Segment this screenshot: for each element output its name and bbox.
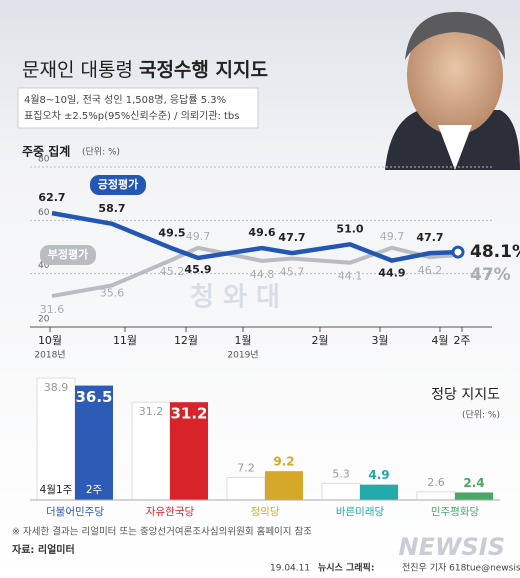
y-tick-label: 80 [38,155,50,165]
value-label: 49.6 [248,226,275,239]
bar-unit: (단위: %) [462,410,500,421]
line [51,245,459,299]
end-marker [451,245,465,259]
value-label: 49.5 [158,226,185,239]
value-label: 47.7 [278,231,305,244]
x-tick-label: 12월 [174,334,198,347]
y-tick-label: 60 [38,208,50,218]
x-tick-label: 2주 [453,334,470,347]
logo-watermark: NEWSIS [399,533,505,561]
credit: 전진우 기자 618tue@newsis.com [402,563,520,574]
line [51,210,459,263]
bar-title: 정당 지지도 [431,387,500,403]
value-label: 45.2 [160,265,185,278]
notes-box [17,87,259,129]
value-label: 58.7 [98,202,125,215]
bar [75,385,113,500]
title-bold: 국정수행 지지도 [139,59,268,81]
value-label: 45.9 [184,263,211,276]
bar [131,401,171,501]
x-tick-label: 3월 [371,334,388,347]
title-plain: 문재인 대통령 [22,59,133,81]
year-label: 2018년 [34,350,65,361]
year-label: 2019년 [227,350,258,361]
value-label: 2.6 [427,476,445,489]
legend-label: 4월1주 [40,484,73,496]
value-label: 5.3 [332,467,350,480]
x-tick-label: 2월 [311,334,328,347]
portrait [385,11,520,170]
value-label: 38.9 [44,381,69,394]
title: 문재인 대통령 국정수행 지지도 [22,59,268,81]
value-label: 48.1% [470,242,520,262]
bar [265,471,303,500]
value-label: 44.8 [250,268,275,281]
value-label: 47% [470,265,511,285]
category-label: 자유한국당 [146,506,195,518]
value-label: 49.7 [380,230,405,243]
value-label: 46.2 [418,264,443,277]
value-label: 31.2 [170,405,207,423]
value-label: 51.0 [336,222,363,235]
y-tick-label: 40 [38,261,50,271]
x-tick-label: 11월 [113,334,137,347]
source: 자료: 리얼미터 [12,543,75,556]
value-label: 44.9 [378,267,405,280]
bar [360,484,398,500]
note: 4월8~10일, 전국 성인 1,508명, 응답률 5.3% [24,94,226,106]
value-label: 9.2 [273,455,294,469]
bar [321,482,361,501]
value-label: 47.7 [416,231,443,244]
agency: 뉴시스 그래픽: [318,562,374,574]
x-tick-label: 4월 [431,334,448,347]
category-label: 바른미래당 [336,506,385,518]
bar [226,476,266,501]
note: 표집오차 ±2.5%p(95%신뢰수준) / 의뢰기관: tbs [24,110,240,122]
footnote: ※ 자세한 결과는 리얼미터 또는 중앙선거여론조사심의위원회 홈페이지 참조 [12,526,312,538]
value-label: 35.6 [100,286,125,299]
bar [170,402,208,500]
value-label: 2.4 [463,476,484,490]
bar [416,491,456,501]
value-label: 62.7 [38,191,65,204]
seal-watermark: 청 와 대 [190,283,280,313]
legend-box [40,245,96,265]
value-label: 45.7 [280,265,305,278]
y-label: 주중 집계 [22,144,70,159]
category-label: 민주평화당 [431,506,480,518]
value-label: 4.9 [368,468,389,482]
x-tick-label: 10월 [38,334,62,347]
value-label: 31.6 [40,303,65,316]
legend-label: 2주 [86,484,103,496]
date: 19.04.11 [270,564,310,574]
value-label: 44.1 [338,270,363,283]
category-label: 더불어민주당 [46,506,104,518]
value-label: 31.2 [139,405,164,418]
y-unit: (단위: %) [82,147,120,158]
legend-label: 긍정평가 [98,177,138,191]
legend-label: 부정평가 [48,247,88,261]
value-label: 49.7 [186,230,211,243]
value-label: 7.2 [237,461,255,474]
bar [36,377,76,501]
x-tick-label: 1월 [234,334,251,347]
bar [455,492,493,500]
legend-box [90,175,146,195]
value-label: 36.5 [75,388,112,406]
category-label: 정의당 [251,506,280,518]
y-tick-label: 20 [38,315,50,325]
